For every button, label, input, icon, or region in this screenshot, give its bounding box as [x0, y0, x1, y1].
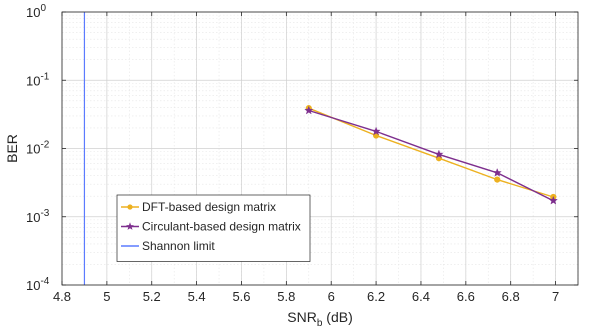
- x-tick-label: 6.8: [502, 289, 520, 304]
- x-axis-title-unit: (dB): [322, 309, 352, 325]
- y-tick-label: 10-3: [26, 208, 50, 225]
- legend: DFT-based design matrix Circulant-based d…: [116, 194, 311, 262]
- legend-marker-circulant-based-design-matrix: [126, 222, 134, 230]
- y-tick-label: 100: [26, 3, 46, 20]
- circulant-based-design-matrix-point: [434, 149, 444, 159]
- x-tick-label: 6.4: [412, 289, 430, 304]
- x-axis-title-subscript: b: [317, 318, 323, 329]
- dft-based-design-matrix-point: [494, 176, 501, 183]
- circulant-based-design-matrix-point: [548, 195, 558, 205]
- x-tick-label: 6.2: [367, 289, 385, 304]
- circulant-based-design-matrix-point: [492, 168, 502, 177]
- x-tick-label: 5.2: [143, 289, 161, 304]
- x-tick-label: 5.6: [232, 289, 250, 304]
- y-tick-label: 10-1: [26, 71, 50, 88]
- x-tick-label: 6.6: [457, 289, 475, 304]
- y-axis-title: BER: [4, 134, 20, 163]
- x-tick-label: 6: [328, 289, 335, 304]
- circulant-based-design-matrix-point: [371, 126, 381, 136]
- x-tick-label: 5.4: [188, 289, 206, 304]
- legend-marker-dft-based-design-matrix: [127, 204, 133, 210]
- x-tick-label: 5: [103, 289, 110, 304]
- x-axis-title: SNRb (dB): [287, 309, 352, 329]
- x-tick-label: 5.8: [277, 289, 295, 304]
- legend-label-dft-based-design-matrix: DFT-based design matrix: [142, 200, 276, 214]
- legend-box: [116, 194, 311, 262]
- legend-label-circulant-based-design-matrix: Circulant-based design matrix: [142, 220, 301, 234]
- y-tick-label: 10-4: [26, 276, 50, 293]
- series-layer: [83, 12, 558, 285]
- y-tick-label: 10-2: [26, 140, 50, 157]
- circulant-based-design-matrix-point: [304, 105, 314, 115]
- tick-labels: 4.8 5 5.2 5.4 5.6 5.8 6 6.2 6.4 6.6 6.8 7 100 10-1 10-…: [26, 3, 578, 304]
- x-tick-label: 7: [552, 289, 559, 304]
- legend-label-shannon-limit: Shannon limit: [142, 239, 215, 253]
- x-tick-label: 4.8: [53, 289, 71, 304]
- x-axis-title-main: SNR: [287, 309, 317, 325]
